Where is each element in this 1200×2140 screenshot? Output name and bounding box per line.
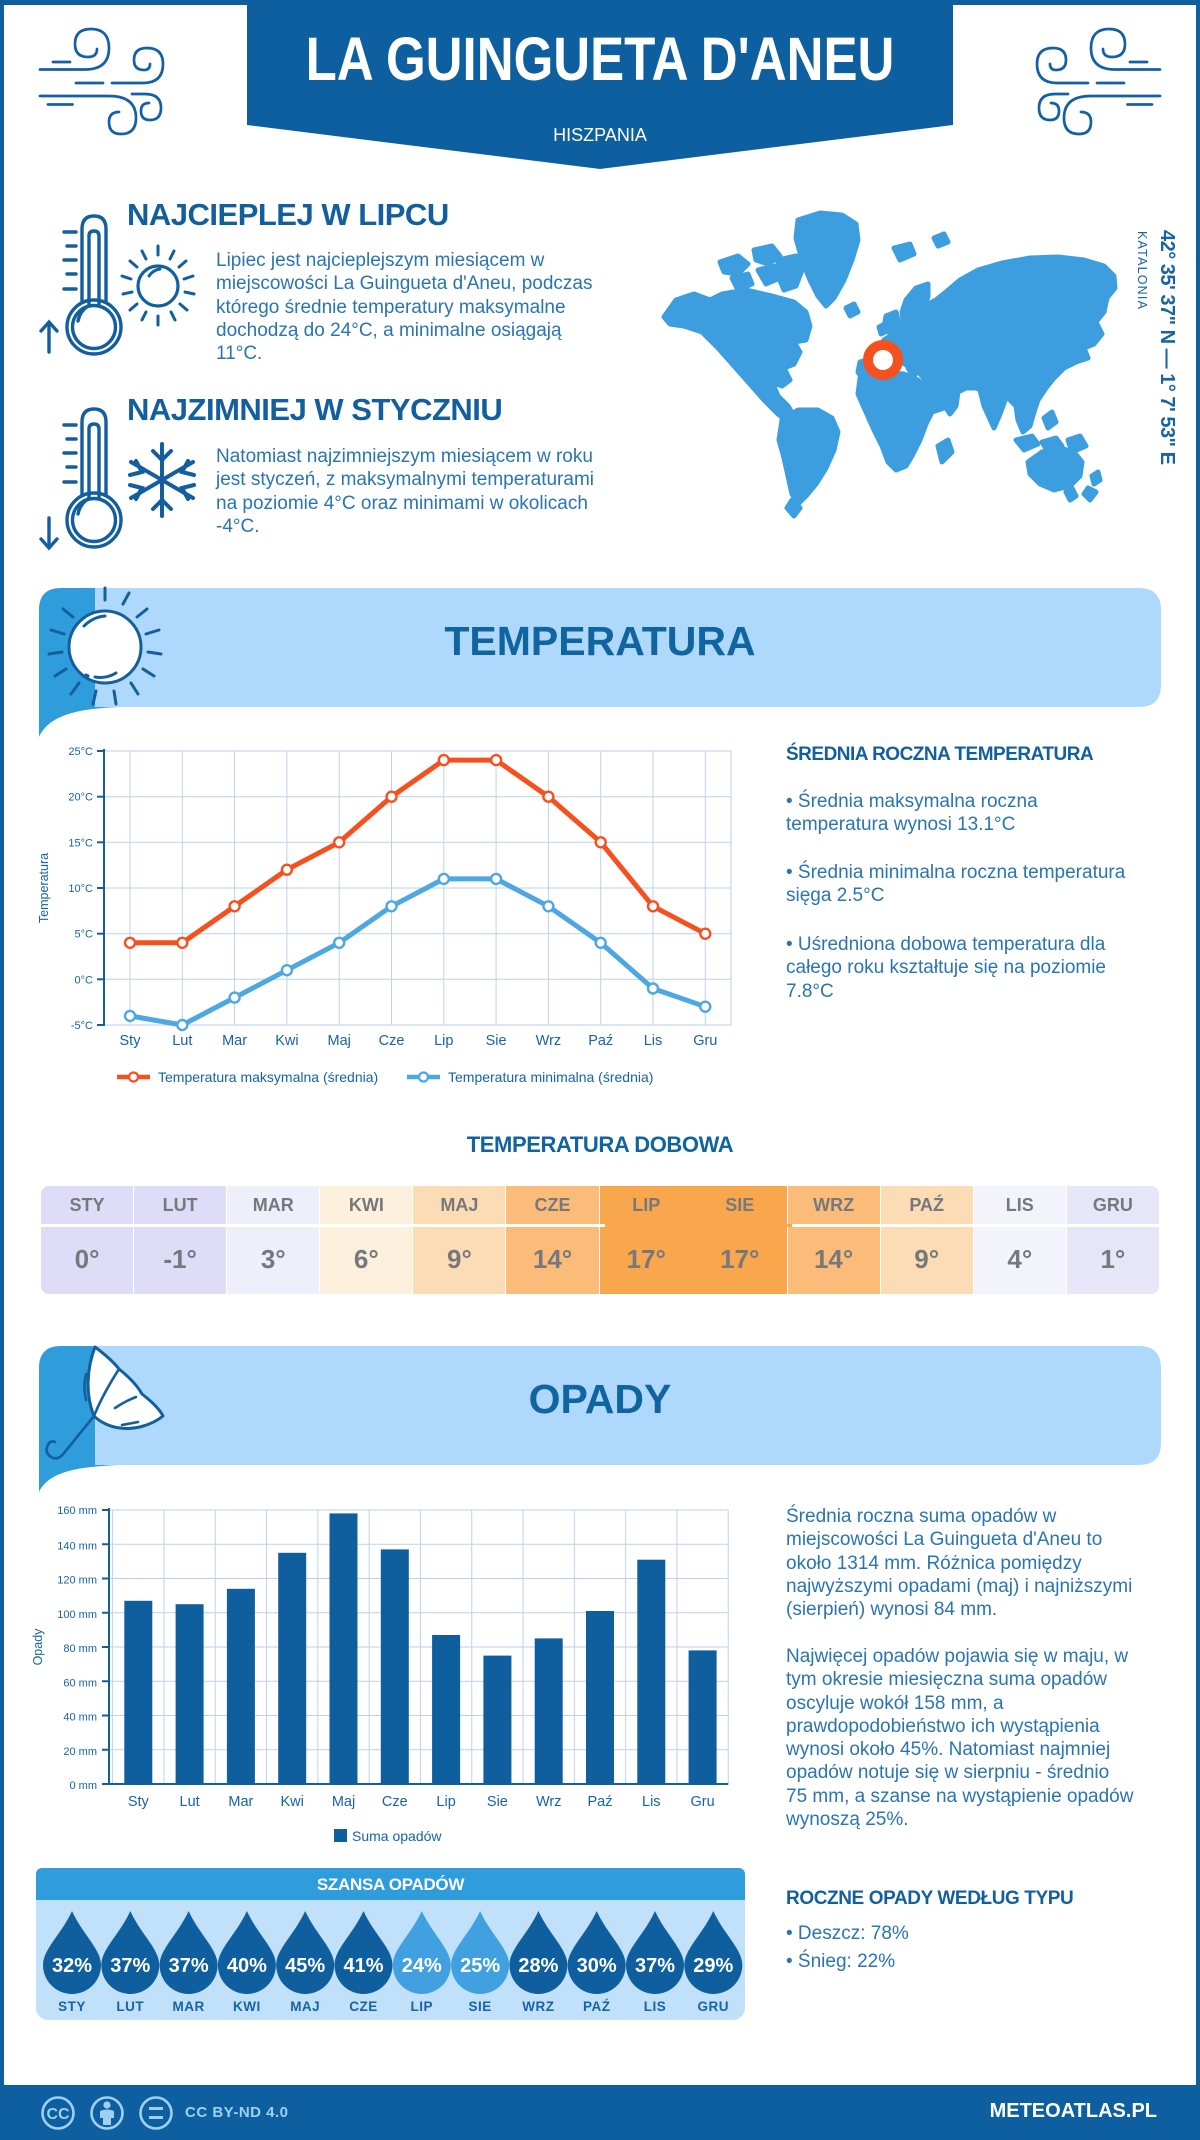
svg-text:10°C: 10°C — [68, 883, 93, 895]
svg-text:SIE: SIE — [468, 1999, 491, 2014]
svg-text:Kwi: Kwi — [281, 1794, 304, 1810]
svg-text:Lis: Lis — [642, 1794, 661, 1810]
svg-text:60 mm: 60 mm — [63, 1677, 97, 1689]
svg-text:PAŹ: PAŹ — [583, 1999, 611, 2014]
svg-text:Wrz: Wrz — [536, 1794, 562, 1810]
svg-text:37%: 37% — [110, 1955, 150, 1977]
svg-text:0 mm: 0 mm — [70, 1780, 98, 1792]
svg-text:160 mm: 160 mm — [57, 1505, 97, 1517]
svg-text:-5°C: -5°C — [71, 1020, 93, 1032]
svg-text:Paź: Paź — [588, 1033, 613, 1049]
svg-text:Lip: Lip — [436, 1794, 455, 1810]
svg-text:Suma opadów: Suma opadów — [352, 1828, 442, 1844]
svg-text:29%: 29% — [693, 1955, 733, 1977]
svg-text:Opady: Opady — [31, 1628, 45, 1666]
svg-text:Lip: Lip — [434, 1033, 453, 1049]
svg-text:30%: 30% — [577, 1955, 617, 1977]
svg-text:LIS: LIS — [644, 1999, 667, 2014]
svg-text:Temperatura minimalna (średnia: Temperatura minimalna (średnia) — [448, 1069, 653, 1085]
svg-text:LUT: LUT — [116, 1999, 144, 2014]
svg-text:25°C: 25°C — [68, 746, 93, 758]
svg-text:20 mm: 20 mm — [63, 1746, 97, 1758]
svg-text:40%: 40% — [227, 1955, 267, 1977]
svg-text:Temperatura: Temperatura — [37, 853, 51, 923]
svg-text:Mar: Mar — [222, 1033, 247, 1049]
svg-text:Paź: Paź — [588, 1794, 613, 1810]
svg-text:Mar: Mar — [228, 1794, 253, 1810]
svg-text:Cze: Cze — [379, 1033, 405, 1049]
svg-text:STY: STY — [58, 1999, 86, 2014]
svg-text:Lut: Lut — [180, 1794, 200, 1810]
svg-text:Maj: Maj — [332, 1794, 355, 1810]
svg-text:140 mm: 140 mm — [57, 1540, 97, 1552]
svg-text:GRU: GRU — [698, 1999, 730, 2014]
svg-text:80 mm: 80 mm — [63, 1643, 97, 1655]
svg-text:24%: 24% — [402, 1955, 442, 1977]
svg-text:120 mm: 120 mm — [57, 1575, 97, 1587]
svg-text:37%: 37% — [635, 1955, 675, 1977]
svg-text:CZE: CZE — [349, 1999, 378, 2014]
svg-text:37%: 37% — [169, 1955, 209, 1977]
svg-text:MAJ: MAJ — [290, 1999, 320, 2014]
svg-text:41%: 41% — [343, 1955, 383, 1977]
svg-text:Lut: Lut — [172, 1033, 192, 1049]
svg-text:CC: CC — [46, 2106, 70, 2123]
svg-text:Lis: Lis — [644, 1033, 663, 1049]
svg-text:Sty: Sty — [128, 1794, 150, 1810]
svg-text:32%: 32% — [52, 1955, 92, 1977]
svg-text:Cze: Cze — [382, 1794, 408, 1810]
svg-text:LIP: LIP — [411, 1999, 434, 2014]
svg-text:15°C: 15°C — [68, 837, 93, 849]
svg-text:Gru: Gru — [693, 1033, 717, 1049]
svg-text:100 mm: 100 mm — [57, 1609, 97, 1621]
svg-text:25%: 25% — [460, 1955, 500, 1977]
svg-text:Sie: Sie — [486, 1033, 507, 1049]
svg-text:MAR: MAR — [172, 1999, 204, 2014]
svg-text:Gru: Gru — [691, 1794, 715, 1810]
svg-text:Wrz: Wrz — [536, 1033, 562, 1049]
svg-text:0°C: 0°C — [75, 974, 94, 986]
svg-text:5°C: 5°C — [75, 929, 94, 941]
svg-text:45%: 45% — [285, 1955, 325, 1977]
svg-text:40 mm: 40 mm — [63, 1712, 97, 1724]
svg-text:Kwi: Kwi — [275, 1033, 298, 1049]
svg-text:20°C: 20°C — [68, 792, 93, 804]
svg-text:Temperatura maksymalna (średni: Temperatura maksymalna (średnia) — [158, 1069, 378, 1085]
svg-text:Sty: Sty — [120, 1033, 142, 1049]
svg-text:WRZ: WRZ — [522, 1999, 554, 2014]
svg-text:Maj: Maj — [328, 1033, 351, 1049]
svg-text:Sie: Sie — [487, 1794, 508, 1810]
svg-text:28%: 28% — [518, 1955, 558, 1977]
svg-text:KWI: KWI — [233, 1999, 261, 2014]
